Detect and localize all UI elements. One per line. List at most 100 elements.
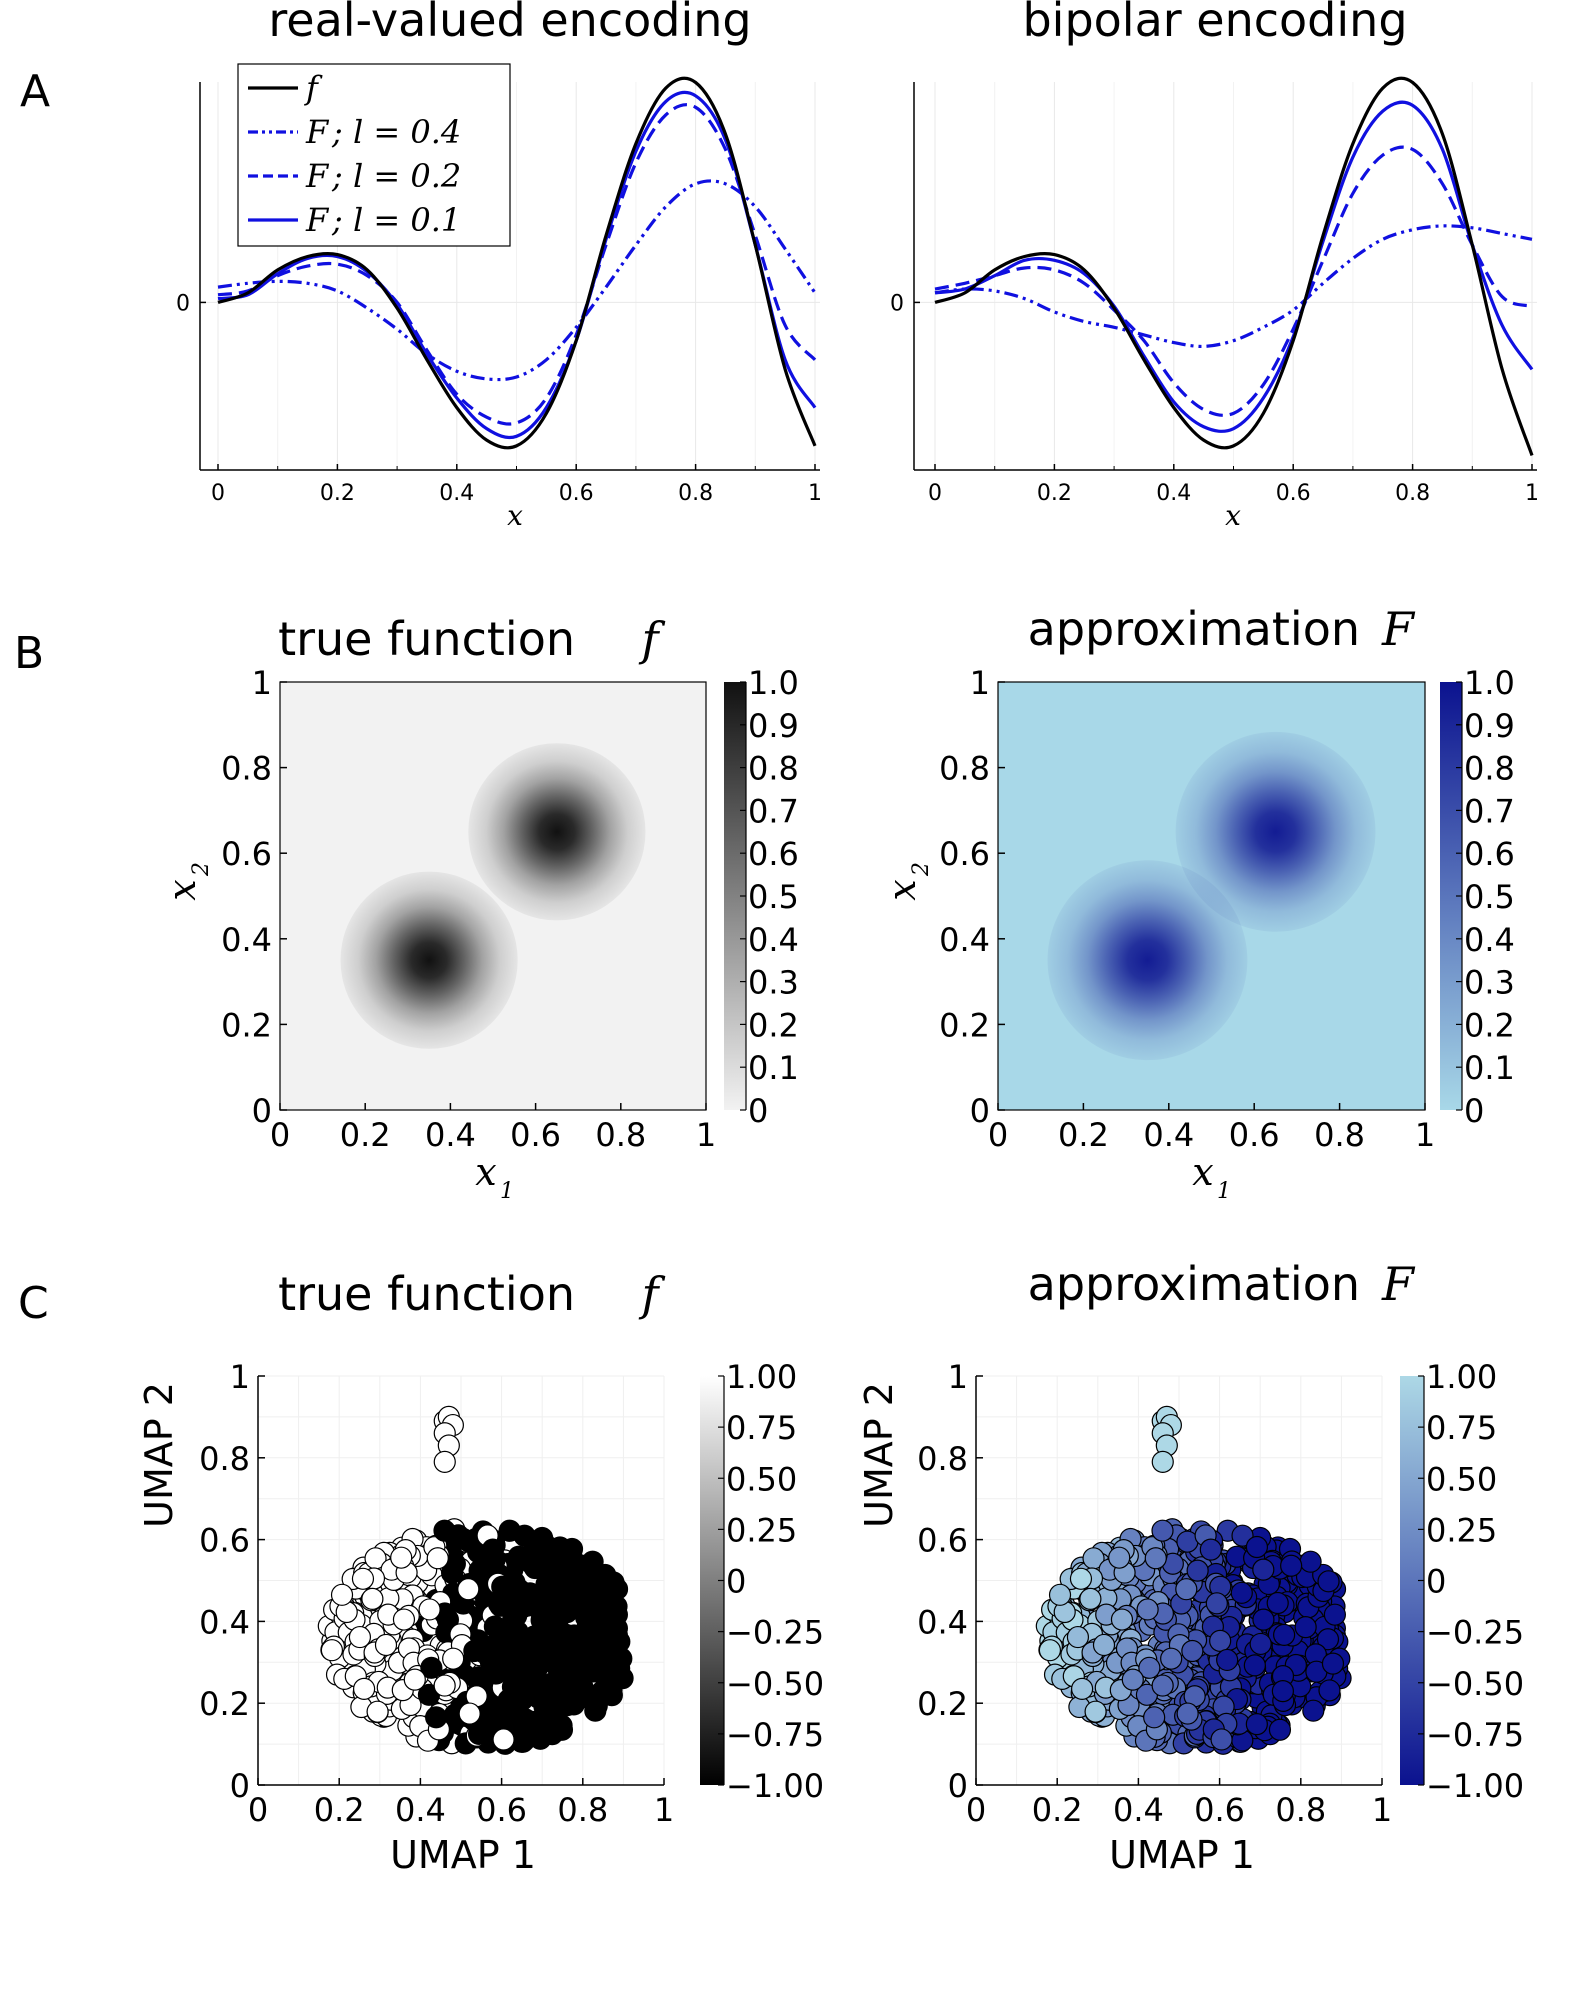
scatter-point [1252,1558,1275,1581]
scatter-point [1318,1679,1341,1702]
chart-c-right-ylabel: UMAP 2 [857,1382,901,1528]
scatter-point [463,1639,486,1663]
colorbar-tick-label: 0.5 [1464,878,1515,916]
y-tick-label: 0.6 [221,835,272,873]
series-line-F-2 [934,145,1533,417]
scatter-point [1252,1608,1275,1631]
y-tick-label: 1 [252,664,272,702]
scatter-point [1038,1639,1062,1662]
colorbar-tick-label: 1.0 [748,664,799,702]
x-tick-label: 0.4 [439,481,474,506]
chart-c-right-title-symbol: F [1381,1257,1416,1311]
scatter-point [433,1450,456,1473]
scatter-point [498,1648,521,1672]
scatter-point [1317,1570,1340,1593]
scatter-point [1143,1706,1166,1729]
scatter-point [1084,1700,1107,1723]
colorbar-tick-label: 1.0 [1464,664,1515,702]
colorbar: 1.00 0.75 0.50 0.25 0 −0.25 −0.50 −0.75 −1.00 [700,1358,824,1805]
x-tick-label: 1 [1415,1116,1435,1154]
x-tick-label: 0.4 [395,1791,446,1829]
legend-symbol: F [305,113,330,151]
y-tick-label: 1 [948,1358,968,1396]
colorbar-tick-label: 0.3 [748,964,799,1002]
colorbar-tick-label: 0.1 [1464,1049,1515,1087]
scatter-point [1069,1567,1093,1590]
legend-label: ; l = 0.4 [331,113,461,151]
chart-b-right-ylabel-sub: 2 [909,862,934,877]
x-tick-label: 0 [988,1116,1008,1154]
scatter-point [599,1570,622,1593]
scatter-point [425,1706,448,1729]
colorbar-tick-label: 0 [726,1563,746,1601]
x-tick-label: 0.6 [1276,481,1311,506]
series-line-F-3 [934,100,1534,433]
x-tick-label: 0.6 [476,1791,527,1829]
scatter-point [1321,1652,1345,1675]
scatter-point [1245,1535,1269,1559]
scatter-point [1209,1629,1232,1652]
chart-c-left-title-symbol: f [638,1267,665,1321]
x-tick-label: 0.2 [1032,1791,1083,1829]
chart-b-right-title: approximation [1028,602,1360,656]
scatter-point [600,1679,623,1702]
y-tick-label: 0 [230,1767,250,1805]
x-tick-label: 0.4 [1113,1791,1164,1829]
scatter-point [392,1608,416,1631]
x-tick-label: 0.8 [1395,481,1430,506]
chart-c-left-ylabel: UMAP 2 [137,1382,181,1528]
chart-b-left-xlabel-main: x [475,1150,496,1194]
x-tick-label: 0.8 [595,1116,646,1154]
x-tick-label: 0.6 [510,1116,561,1154]
heatmap-peak [468,743,646,921]
scatter-point [534,1608,557,1631]
colorbar-tick-label: 0.7 [1464,792,1515,830]
legend: fF; l = 0.4F; l = 0.2F; l = 0.1 [237,63,511,247]
scatter-point [548,1591,571,1615]
chart-b-right-title-symbol: F [1381,602,1416,656]
x-tick-label: 0.8 [678,481,713,506]
chart-b-right-ylabel-main: x [880,879,924,900]
scatter-point [320,1639,344,1662]
colorbar-tick-label: −0.75 [726,1716,824,1754]
x-tick-label: 0.4 [1143,1116,1194,1154]
scatter-point [1144,1547,1167,1570]
scatter-point [487,1592,510,1615]
colorbar: 1.00 0.75 0.50 0.25 0 −0.25 −0.50 −0.75 −1.00 [1400,1358,1524,1805]
colorbar: 1.0 0.9 0.8 0.7 0.6 0.5 0.4 0.3 0.2 0.1 0 [1440,664,1515,1130]
scatter-point [525,1654,548,1677]
scatter-point [1216,1648,1239,1672]
chart-a-left-title: real-valued encoding [268,0,751,47]
x-tick-label: 1 [654,1791,674,1829]
scatter-point [1294,1616,1317,1639]
series-line-F-3 [217,90,817,440]
x-tick-label: 0.8 [1275,1791,1326,1829]
scatter-point [458,1702,481,1725]
scatter-point [512,1581,535,1604]
y-tick-label: 0.8 [939,750,990,788]
chart-b-right-xlabel-sub: 1 [1217,1179,1231,1204]
scatter-point [1092,1633,1116,1657]
scatter-point [352,1677,376,1700]
x-tick-label: 0.2 [314,1791,365,1829]
scatter-point [1079,1587,1102,1611]
chart-B-left: 0 0.2 0.4 0.6 0.8 100.20.40.60.81 1.00.90.80.7… [221,664,799,1154]
scatter-point [605,1603,628,1626]
series-line-F-2 [217,103,817,426]
chart-b-left-xlabel-sub: 1 [500,1179,514,1204]
x-tick-label: 1 [808,481,822,506]
scatter-point [1268,1718,1292,1741]
colorbar-tick-label: 0.50 [1426,1460,1497,1498]
scatter-point [330,1583,354,1606]
scatter-point [603,1652,627,1675]
colorbar-tick-label: 0.1 [748,1049,799,1087]
colorbar-tick-label: −1.00 [1426,1767,1524,1805]
colorbar-tick-label: 0.7 [748,792,799,830]
plot-frame [279,681,707,1111]
colorbar-tick-label: 0.5 [748,878,799,916]
scatter-point [1230,1581,1253,1604]
scatter-point [527,1535,551,1559]
scatter-point [1121,1668,1144,1691]
chart-c-left-title: true function [278,1267,575,1321]
x-tick-label: 0.2 [1037,481,1072,506]
